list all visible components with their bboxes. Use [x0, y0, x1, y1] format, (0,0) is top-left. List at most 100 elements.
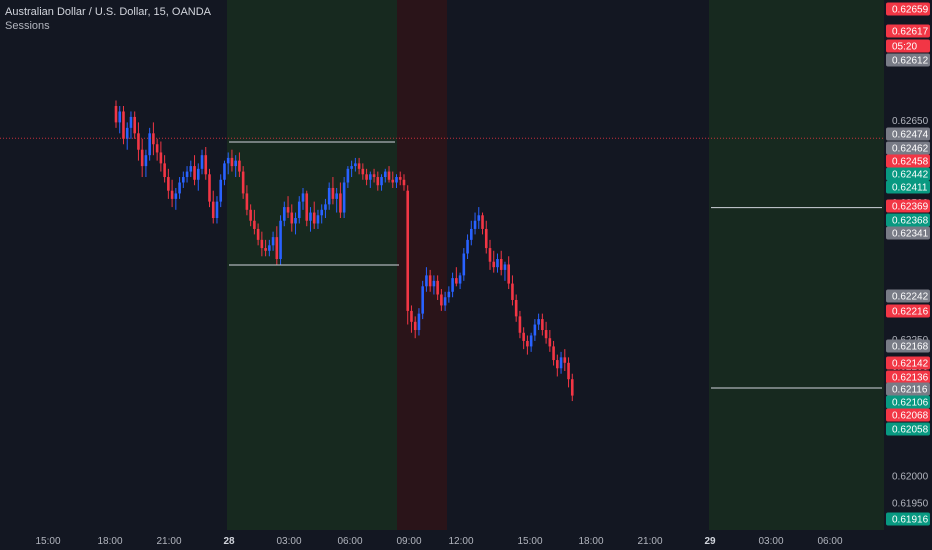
candle-body — [432, 280, 436, 287]
price-tag-label: 0.62659 — [892, 5, 929, 16]
price-tag-label: 0.62368 — [892, 216, 929, 227]
candle-body — [361, 168, 365, 175]
candle-body — [496, 258, 499, 268]
candle-body — [193, 166, 196, 180]
time-tick-label: 21:00 — [637, 536, 662, 547]
candle-body — [421, 286, 424, 314]
time-tick-label: 18:00 — [97, 536, 122, 547]
time-axis[interactable]: 15:00 18:00 21:00 28 03:00 06:00 09:00 12:00 15:… — [35, 536, 842, 547]
price-tag-label: 0.62216 — [892, 307, 929, 318]
candle-body — [443, 297, 447, 306]
candle-body — [541, 319, 544, 331]
candle-body — [170, 190, 174, 199]
candle-body — [477, 215, 481, 221]
price-tick-label: 0.61950 — [892, 499, 929, 510]
candle-body — [204, 155, 208, 175]
candle-body — [182, 177, 185, 183]
price-tag-bg — [886, 339, 930, 353]
symbol-title[interactable]: Australian Dollar / U.S. Dollar, 15, OAN… — [5, 6, 212, 18]
candle-body — [230, 157, 234, 167]
time-tick-label: 15:00 — [35, 536, 60, 547]
price-tag-label: 0.62168 — [892, 342, 929, 353]
candle-body — [357, 163, 361, 169]
candle-body — [335, 193, 338, 199]
candle-body — [163, 163, 166, 178]
price-tag-bg — [886, 304, 930, 318]
candle-body — [174, 193, 178, 199]
candle-body — [283, 207, 286, 221]
price-tag-bg — [886, 370, 930, 384]
candle-body — [133, 116, 136, 134]
candle-body — [402, 179, 406, 186]
price-tag-bg — [886, 141, 930, 155]
price-tag-label: 0.62242 — [892, 292, 929, 303]
session-bg-overlap — [397, 0, 447, 530]
candle-body — [391, 179, 395, 183]
candle-body — [556, 360, 559, 369]
time-tick-label: 09:00 — [396, 536, 421, 547]
candle-body — [223, 163, 226, 180]
price-tag-bg — [886, 395, 930, 409]
candle-body — [567, 362, 570, 380]
candle-body — [380, 177, 383, 186]
candle-body — [354, 163, 357, 167]
price-tag-label: 05:20 — [892, 42, 917, 53]
candle-body — [484, 228, 488, 249]
price-tag-label: 0.62058 — [892, 425, 929, 436]
price-tag-label: 0.62068 — [892, 411, 929, 422]
candle-body — [563, 357, 567, 363]
price-tag-label: 0.62341 — [892, 229, 929, 240]
candle-body — [152, 133, 155, 145]
candle-body — [294, 218, 297, 224]
price-tag-label: 0.62106 — [892, 398, 929, 409]
price-tag-bg — [886, 180, 930, 194]
price-tag-bg — [886, 127, 930, 141]
candle-body — [297, 201, 301, 219]
candle-body — [144, 155, 148, 167]
price-tag-label: 0.61916 — [892, 515, 929, 526]
candle-body — [526, 340, 529, 347]
candle-body — [473, 220, 477, 229]
candle-body — [118, 111, 122, 123]
price-tag-bg — [886, 53, 930, 67]
candle-body — [167, 177, 170, 191]
price-tag-bg — [886, 24, 930, 38]
candle-body — [309, 212, 312, 221]
price-tag-label: 0.62116 — [892, 385, 928, 396]
candle-body — [312, 212, 316, 224]
time-tick-label: 06:00 — [337, 536, 362, 547]
candle-body — [533, 324, 537, 336]
candle-body — [339, 193, 342, 213]
candle-body — [499, 258, 503, 270]
price-tag-bg — [886, 154, 930, 168]
candle-body — [451, 278, 454, 292]
candle-body — [410, 310, 413, 322]
session-bg-day2 — [709, 0, 884, 530]
candle-body — [122, 111, 125, 139]
indicator-label[interactable]: Sessions — [5, 20, 50, 32]
candle-body — [249, 209, 252, 221]
candle-body — [271, 237, 275, 246]
candle-body — [383, 171, 387, 178]
candle-body — [200, 155, 204, 169]
candle-body — [256, 228, 260, 240]
candle-body — [470, 228, 473, 240]
candle-body — [440, 294, 443, 306]
candle-body — [238, 160, 241, 172]
price-tag-bg — [886, 39, 930, 53]
candle-body — [148, 133, 151, 156]
candle-body — [537, 319, 540, 325]
price-tag-label: 0.62458 — [892, 157, 929, 168]
price-tag-label: 0.62369 — [892, 202, 929, 213]
candle-body — [189, 166, 193, 172]
candle-body — [492, 261, 496, 268]
time-tick-label: 29 — [704, 536, 716, 547]
candle-body — [301, 193, 305, 202]
chart-legend[interactable]: Australian Dollar / U.S. Dollar, 15, OAN… — [5, 5, 211, 33]
time-tick-label: 21:00 — [156, 536, 181, 547]
session-range-lines — [229, 141, 882, 389]
price-tag-bg — [886, 226, 930, 240]
candle-body — [369, 174, 372, 180]
